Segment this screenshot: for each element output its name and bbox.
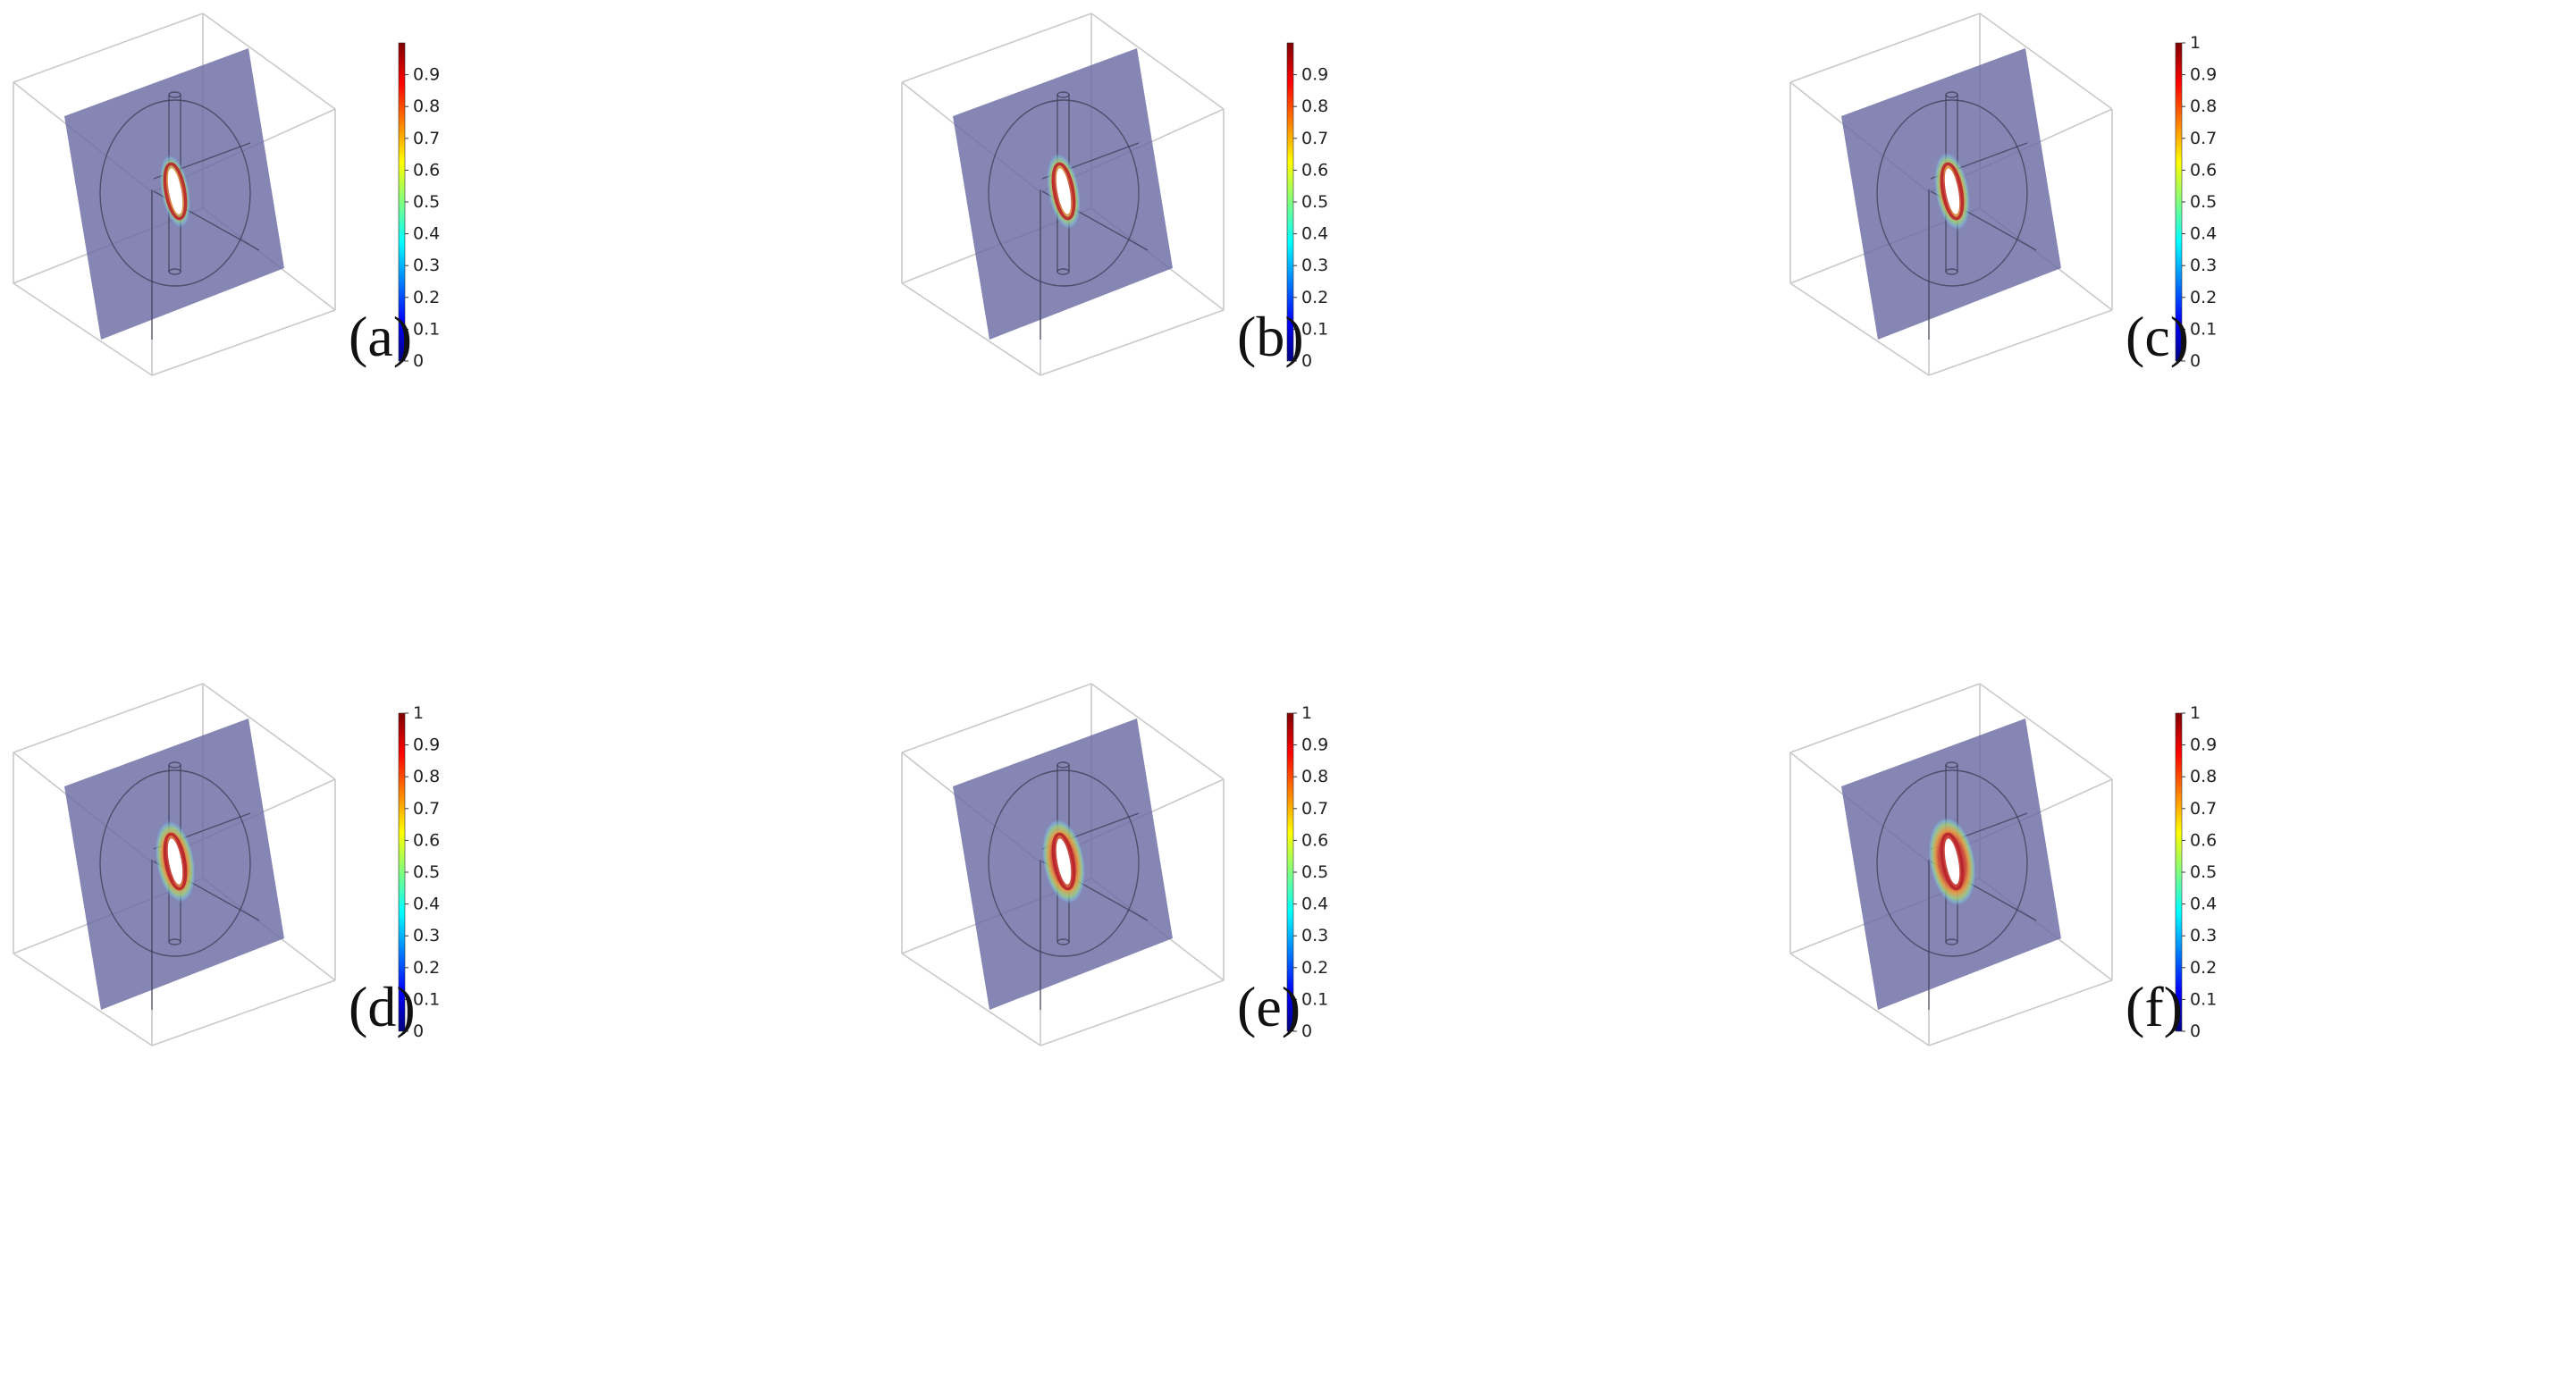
colorbar-tick-label: 0.2: [413, 958, 440, 978]
panel-label: (e): [1237, 975, 1301, 1038]
colorbar-tick-label: 0: [2190, 351, 2201, 371]
colorbar-tick-label: 0.7: [413, 129, 440, 148]
colorbar-tick-label: 0.1: [1301, 989, 1328, 1009]
colorbar-tick-label: 0.5: [413, 862, 440, 882]
colorbar-tick-label: 0: [413, 351, 424, 371]
colorbar-tick-label: 0.1: [413, 319, 440, 339]
panel-e: 0 0.1 0.2 0.3 0.4 0.5 0.6 0.7 0.8 0.9 1 (e): [901, 683, 1328, 1046]
colorbar-tick-label: 0.8: [413, 767, 440, 786]
colorbar-tick-label: 0.1: [2190, 989, 2217, 1009]
colorbar-max-label: 1: [2190, 33, 2201, 53]
panel-c: 0 0.1 0.2 0.3 0.4 0.5 0.6 0.7 0.8 0.9 1 (c): [1789, 13, 2217, 376]
panel-f: 0 0.1 0.2 0.3 0.4 0.5 0.6 0.7 0.8 0.9 1 (f): [1789, 683, 2217, 1046]
colorbar-tick-label: 0.4: [413, 224, 440, 244]
colorbar-tick-label: 0.5: [1301, 862, 1328, 882]
colorbar-max-label: 1: [2190, 703, 2201, 723]
borehole-cavity: [1056, 838, 1072, 885]
colorbar-tick-label: 0.7: [1301, 129, 1328, 148]
colorbar-tick-label: 0.4: [1301, 895, 1328, 914]
colorbar-tick-label: 0.6: [1301, 830, 1328, 850]
panel-label: (d): [349, 975, 416, 1038]
colorbar-tick-label: 0.4: [1301, 224, 1328, 244]
colorbar-tick-label: 0.2: [1301, 958, 1328, 978]
colorbar-tick-label: 0.8: [1301, 767, 1328, 786]
damage-zone: [1041, 818, 1086, 905]
panel-d: 0 0.1 0.2 0.3 0.4 0.5 0.6 0.7 0.8 0.9 1 (d): [13, 683, 440, 1046]
colorbar-tick-label: 0.9: [413, 735, 440, 755]
colorbar-tick-label: 0.8: [1301, 97, 1328, 116]
colorbar-tick-label: 0: [413, 1021, 424, 1041]
colorbar-tick-label: 0.7: [1301, 799, 1328, 819]
borehole-cavity: [167, 838, 183, 885]
colorbar-tick-label: 0: [1301, 351, 1312, 371]
colorbar-tick-label: 0.9: [1301, 65, 1328, 85]
colorbar-max-label: 1: [413, 703, 424, 723]
colorbar-tick-label: 0.3: [413, 256, 440, 275]
panel-b: 0 0.1 0.2 0.3 0.4 0.5 0.6 0.7 0.8 0.9 (b): [901, 13, 1328, 376]
colorbar-tick-label: 0.6: [2190, 160, 2217, 180]
colorbar-tick-label: 0.1: [1301, 319, 1328, 339]
colorbar-tick-label: 0.5: [2190, 862, 2217, 882]
colorbar-tick-label: 0.5: [2190, 192, 2217, 212]
colorbar: 0 0.1 0.2 0.3 0.4 0.5 0.6 0.7 0.8 0.9: [1286, 42, 1328, 371]
damage-zone: [1933, 151, 1971, 231]
colorbar-tick-label: 0.4: [2190, 895, 2217, 914]
colorbar: 0 0.1 0.2 0.3 0.4 0.5 0.6 0.7 0.8 0.9 1: [2175, 33, 2217, 371]
colorbar: 0 0.1 0.2 0.3 0.4 0.5 0.6 0.7 0.8 0.9 1: [398, 703, 440, 1041]
colorbar-tick-label: 0.3: [1301, 256, 1328, 275]
colorbar-tick-label: 0.3: [2190, 256, 2217, 275]
panel-label: (f): [2126, 975, 2183, 1038]
colorbar-tick-label: 0.8: [2190, 97, 2217, 116]
colorbar: 0 0.1 0.2 0.3 0.4 0.5 0.6 0.7 0.8 0.9: [398, 42, 440, 371]
colorbar-tick-label: 0.5: [1301, 192, 1328, 212]
panel-label: (b): [1237, 305, 1304, 368]
colorbar-tick-label: 0.1: [413, 989, 440, 1009]
damage-zone: [155, 819, 196, 903]
colorbar: 0 0.1 0.2 0.3 0.4 0.5 0.6 0.7 0.8 0.9 1: [1286, 703, 1328, 1041]
colorbar-tick-label: 0.5: [413, 192, 440, 212]
borehole-cavity: [1944, 168, 1960, 214]
borehole-cavity: [1944, 838, 1960, 885]
colorbar-tick-label: 0.9: [2190, 65, 2217, 85]
colorbar: 0 0.1 0.2 0.3 0.4 0.5 0.6 0.7 0.8 0.9 1: [2175, 703, 2217, 1041]
panel-label: (a): [349, 305, 412, 368]
colorbar-tick-label: 0.8: [413, 97, 440, 116]
damage-zone: [1046, 152, 1082, 231]
colorbar-tick-label: 0.3: [413, 926, 440, 945]
colorbar-tick-label: 0.4: [2190, 224, 2217, 244]
colorbar-tick-label: 0: [2190, 1021, 2201, 1041]
colorbar-tick-label: 0.4: [413, 895, 440, 914]
colorbar-tick-label: 0.6: [413, 160, 440, 180]
colorbar-tick-label: 0.9: [2190, 735, 2217, 755]
colorbar-tick-label: 0.7: [2190, 799, 2217, 819]
colorbar-tick-label: 0.9: [413, 65, 440, 85]
colorbar-tick-label: 0.8: [2190, 767, 2217, 786]
colorbar-tick-label: 0: [1301, 1021, 1312, 1041]
colorbar-tick-label: 0.2: [2190, 288, 2217, 307]
colorbar-tick-label: 0.2: [1301, 288, 1328, 307]
colorbar-tick-label: 0.3: [2190, 926, 2217, 945]
colorbar-tick-label: 0.2: [413, 288, 440, 307]
colorbar-tick-label: 0.7: [2190, 129, 2217, 148]
borehole-cavity: [167, 168, 183, 214]
colorbar-tick-label: 0.3: [1301, 926, 1328, 945]
damage-zone: [159, 153, 191, 230]
panel-label: (c): [2126, 305, 2189, 368]
colorbar-tick-label: 0.9: [1301, 735, 1328, 755]
colorbar-tick-label: 0.1: [2190, 319, 2217, 339]
colorbar-tick-label: 0.6: [1301, 160, 1328, 180]
colorbar-tick-label: 0.6: [413, 830, 440, 850]
colorbar-tick-label: 0.6: [2190, 830, 2217, 850]
colorbar-tick-label: 0.7: [413, 799, 440, 819]
damage-zone: [1927, 816, 1977, 907]
borehole-cavity: [1056, 168, 1072, 214]
colorbar-tick-label: 0.2: [2190, 958, 2217, 978]
colorbar-max-label: 1: [1301, 703, 1312, 723]
panel-a: 0 0.1 0.2 0.3 0.4 0.5 0.6 0.7 0.8 0.9 (a): [13, 13, 440, 376]
